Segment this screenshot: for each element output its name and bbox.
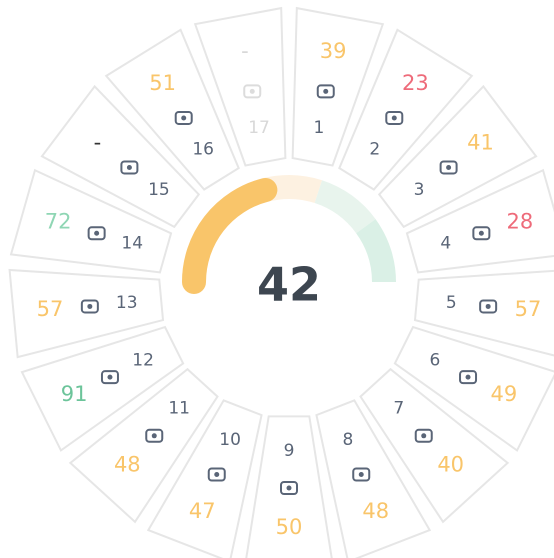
goal-icon-dot [391,115,397,121]
goal-icon [385,110,404,125]
goal-number: 7 [393,398,404,418]
goal-icon-dot [94,230,100,236]
goal-segment [393,325,554,452]
goal-icon [479,299,498,314]
goal-number: 6 [429,351,440,371]
goal-number: 5 [446,293,457,313]
goal-icon-dot [181,115,187,121]
goal-score: 91 [61,382,88,406]
goal-segment [8,268,165,359]
goal-icon-dot [485,303,491,309]
goal-icon [120,160,139,175]
goal-score: 51 [149,71,176,95]
goal-icon-dot [87,303,93,309]
goal-icon-dot [323,88,329,94]
goal-icon [80,299,99,314]
goal-segment [405,168,554,274]
goal-score: 23 [402,71,429,95]
goal-icon-dot [249,88,255,94]
goal-icon [100,370,119,385]
goal-score: - [94,130,102,154]
goal-icon [145,428,164,443]
goal-number: 1 [314,118,325,138]
goal-icon-dot [126,164,132,170]
goal-score: 48 [362,499,389,523]
goal-number: 16 [192,139,214,159]
goal-segment [315,399,432,558]
goal-icon [352,467,371,482]
goal-icon [87,226,106,241]
goal-icon [472,226,491,241]
goal-number: 8 [342,430,353,450]
goal-number: 12 [132,351,154,371]
goal-score: 72 [45,209,72,233]
goal-icon [439,160,458,175]
goal-icon [174,110,193,125]
goal-number: 14 [121,233,143,253]
goal-score: 28 [506,209,533,233]
goal-icon-dot [446,164,452,170]
goal-segment [9,168,173,274]
goal-score: 57 [515,297,542,321]
gauge-band [355,219,396,283]
goal-icon-dot [214,471,220,477]
goal-icon-dot [465,374,471,380]
goal-number: 3 [414,180,425,200]
goal-segment [338,28,474,191]
goal-segment [193,6,287,167]
goal-number: 11 [168,398,190,418]
goal-segment [68,367,219,524]
goal-segment [377,84,538,229]
goal-score: - [241,39,249,63]
goal-icon-dot [286,485,292,491]
goal-score: 50 [276,515,303,539]
overall-score: 42 [257,258,321,312]
goal-segment [40,84,201,229]
goal-icon-dot [478,230,484,236]
goal-segment [291,6,385,167]
goal-score: 47 [189,499,216,523]
goal-icon [316,84,335,99]
goal-number: 10 [219,430,241,450]
goal-segment [359,367,510,524]
goal-number: 13 [116,293,138,313]
goal-icon [459,370,478,385]
gauge-band [314,180,376,234]
goal-icon-dot [107,374,113,380]
goal-icon-dot [421,433,427,439]
goal-score: 39 [320,39,347,63]
goal-segment [20,325,185,452]
goal-icon [280,481,298,495]
goal-icon-dot [151,433,157,439]
goal-number: 15 [148,180,170,200]
goal-score: 41 [467,130,494,154]
goal-score: 57 [37,297,64,321]
goal-number: 4 [440,233,451,253]
goal-number: 2 [369,139,380,159]
goal-score: 48 [114,452,141,476]
goal-icon [243,84,262,99]
gauge-value [182,177,278,294]
goal-number: 9 [284,441,295,461]
goal-segment [146,399,263,558]
gauge [182,175,396,294]
goal-icon [207,467,226,482]
goal-segment [104,28,240,191]
goal-icon [414,428,433,443]
goal-icon-dot [358,471,364,477]
goal-score: 40 [437,452,464,476]
goal-number: 17 [248,118,270,138]
goal-score: 49 [490,382,517,406]
